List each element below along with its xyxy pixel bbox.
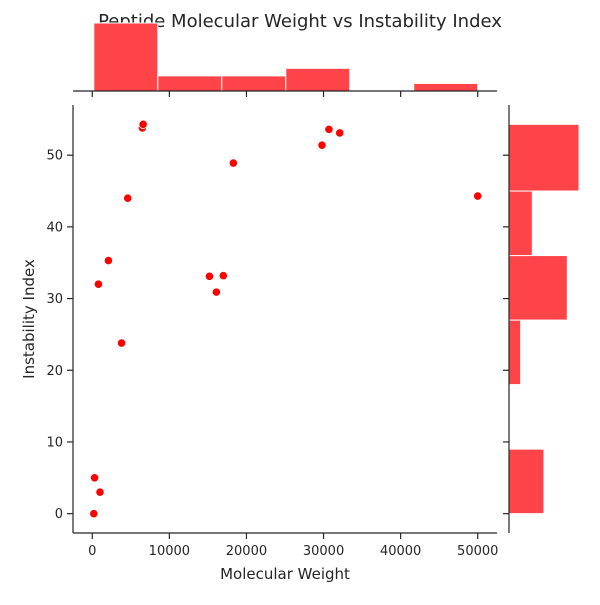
scatter-points bbox=[89, 119, 483, 519]
scatter-point bbox=[138, 119, 148, 129]
y-axis-ticks: 0 10 20 30 40 50 bbox=[46, 149, 73, 522]
scatter-point bbox=[228, 158, 238, 168]
x-tick-label: 40000 bbox=[380, 544, 421, 559]
x-marginal-histogram bbox=[93, 22, 479, 92]
y-tick-label: 20 bbox=[46, 364, 63, 379]
x-hist-bar bbox=[221, 75, 287, 92]
scatter-point bbox=[335, 128, 345, 138]
scatter-point bbox=[324, 124, 334, 134]
x-axis-ticks: 0 10000 20000 30000 40000 50000 bbox=[88, 533, 498, 559]
y-tick-label: 0 bbox=[55, 507, 63, 522]
y-marginal-histogram bbox=[508, 123, 580, 515]
scatter-point bbox=[89, 509, 99, 519]
scatter-point bbox=[89, 473, 100, 483]
y-hist-bar bbox=[508, 123, 580, 192]
y-hist-bar bbox=[508, 190, 533, 257]
y-axis-label: Instability Index bbox=[20, 259, 38, 379]
scatter-point bbox=[218, 271, 228, 281]
y-hist-bar bbox=[508, 319, 522, 386]
scatter-point bbox=[204, 271, 215, 281]
y-tick-label: 10 bbox=[46, 435, 63, 450]
y-hist-bar bbox=[508, 255, 568, 321]
x-tick-label: 10000 bbox=[149, 544, 190, 559]
x-tick-label: 50000 bbox=[457, 544, 498, 559]
scatter-point bbox=[103, 255, 114, 266]
y-marginal-ticks bbox=[503, 154, 509, 515]
y-hist-bar bbox=[508, 448, 545, 515]
x-hist-bar bbox=[157, 75, 223, 92]
x-tick-label: 30000 bbox=[303, 544, 344, 559]
chart-title: Peptide Molecular Weight vs Instability … bbox=[98, 11, 502, 32]
scatter-point bbox=[93, 279, 104, 289]
scatter-point bbox=[317, 140, 327, 150]
x-axis-label: Molecular Weight bbox=[220, 565, 350, 583]
x-hist-bar bbox=[93, 22, 159, 92]
y-tick-label: 50 bbox=[46, 149, 63, 164]
x-tick-label: 0 bbox=[88, 544, 96, 559]
scatter-point bbox=[95, 487, 105, 497]
x-hist-bar bbox=[285, 67, 351, 92]
scatter-point bbox=[123, 193, 133, 203]
x-marginal-ticks bbox=[91, 91, 479, 97]
x-hist-bar bbox=[413, 82, 479, 92]
x-tick-label: 20000 bbox=[226, 544, 267, 559]
scatter-point bbox=[473, 191, 483, 201]
y-tick-label: 40 bbox=[46, 220, 63, 235]
y-tick-label: 30 bbox=[46, 292, 63, 307]
scatter-point bbox=[211, 287, 221, 297]
scatter-point bbox=[116, 338, 127, 348]
